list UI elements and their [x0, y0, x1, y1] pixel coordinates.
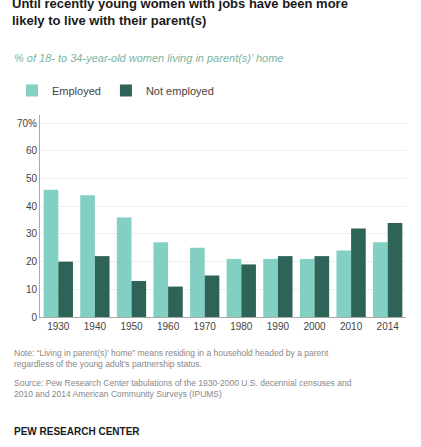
svg-text:% of 18- to 34-year-old women: % of 18- to 34-year-old women living in …: [14, 52, 283, 64]
svg-text:1980: 1980: [230, 321, 253, 332]
svg-text:1960: 1960: [157, 321, 180, 332]
svg-text:40: 40: [26, 201, 38, 212]
svg-text:10: 10: [26, 284, 38, 295]
svg-text:2010: 2010: [340, 321, 363, 332]
svg-text:2000: 2000: [303, 321, 326, 332]
svg-text:70%: 70%: [17, 118, 37, 129]
svg-text:Until recently young women wit: Until recently young women with jobs hav…: [12, 0, 348, 28]
svg-text:Note: “Living in parent(s)’ ho: Note: “Living in parent(s)’ home” means …: [14, 348, 329, 369]
svg-text:Employed: Employed: [52, 85, 101, 97]
svg-text:2014: 2014: [377, 321, 400, 332]
svg-text:60: 60: [26, 145, 38, 156]
svg-text:Source: Pew Research Center ta: Source: Pew Research Center tabulations …: [14, 378, 352, 399]
svg-text:1940: 1940: [84, 321, 107, 332]
svg-text:1990: 1990: [267, 321, 290, 332]
svg-text:1930: 1930: [47, 321, 70, 332]
svg-text:1970: 1970: [194, 321, 217, 332]
svg-text:0: 0: [31, 312, 37, 323]
svg-text:PEW RESEARCH CENTER: PEW RESEARCH CENTER: [14, 426, 140, 437]
svg-text:30: 30: [26, 228, 38, 239]
svg-text:20: 20: [26, 256, 38, 267]
svg-text:Not employed: Not employed: [146, 85, 214, 97]
svg-text:1950: 1950: [120, 321, 143, 332]
svg-text:50: 50: [26, 173, 38, 184]
